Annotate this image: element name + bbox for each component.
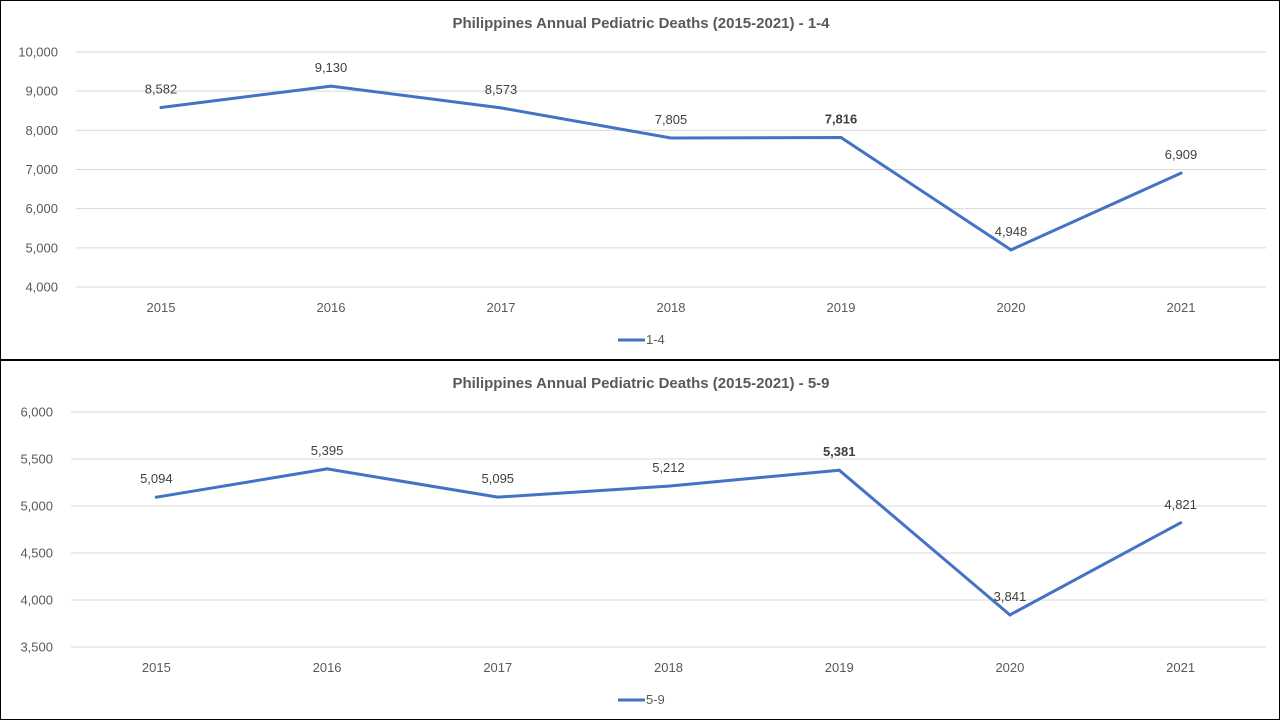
data-label: 4,821 bbox=[1164, 497, 1197, 512]
x-tick-label: 2019 bbox=[825, 660, 854, 675]
data-point bbox=[669, 136, 673, 140]
data-label: 8,573 bbox=[485, 82, 518, 97]
x-tick-label: 2019 bbox=[827, 300, 856, 315]
x-tick-label: 2017 bbox=[487, 300, 516, 315]
legend-label: 5-9 bbox=[646, 692, 665, 707]
y-tick-label: 5,500 bbox=[20, 452, 53, 467]
data-label: 5,095 bbox=[482, 471, 515, 486]
y-tick-label: 3,500 bbox=[20, 640, 53, 655]
data-label: 3,841 bbox=[994, 589, 1027, 604]
x-tick-label: 2015 bbox=[142, 660, 171, 675]
chart-panel-5-9: Philippines Annual Pediatric Deaths (201… bbox=[0, 360, 1280, 720]
x-tick-label: 2020 bbox=[997, 300, 1026, 315]
series-line-5-9 bbox=[154, 467, 1183, 617]
data-point bbox=[325, 467, 329, 471]
chart-title: Philippines Annual Pediatric Deaths (201… bbox=[452, 375, 829, 392]
data-point bbox=[496, 495, 500, 499]
data-label: 5,094 bbox=[140, 471, 173, 486]
line-chart-5-9: Philippines Annual Pediatric Deaths (201… bbox=[20, 375, 1266, 707]
data-point bbox=[1008, 613, 1012, 617]
data-label: 5,395 bbox=[311, 443, 344, 458]
x-tick-label: 2016 bbox=[317, 300, 346, 315]
data-label: 9,130 bbox=[315, 60, 348, 75]
y-tick-label: 6,000 bbox=[20, 405, 53, 420]
x-tick-label: 2018 bbox=[654, 660, 683, 675]
data-point bbox=[1179, 521, 1183, 525]
data-point bbox=[499, 106, 503, 110]
data-point bbox=[159, 106, 163, 110]
y-tick-label: 6,000 bbox=[25, 201, 58, 216]
x-tick-label: 2016 bbox=[313, 660, 342, 675]
y-tick-label: 7,000 bbox=[25, 162, 58, 177]
data-point bbox=[154, 495, 158, 499]
x-tick-label: 2021 bbox=[1167, 300, 1196, 315]
x-tick-label: 2017 bbox=[483, 660, 512, 675]
series-line-1-4 bbox=[159, 84, 1183, 252]
data-label: 5,212 bbox=[652, 460, 685, 475]
data-label: 8,582 bbox=[145, 82, 178, 97]
data-point bbox=[1179, 171, 1183, 175]
chart-title: Philippines Annual Pediatric Deaths (201… bbox=[452, 15, 830, 32]
y-tick-label: 4,500 bbox=[20, 546, 53, 561]
x-tick-label: 2021 bbox=[1166, 660, 1195, 675]
x-tick-label: 2015 bbox=[147, 300, 176, 315]
data-point bbox=[329, 84, 333, 88]
y-tick-label: 5,000 bbox=[25, 240, 58, 255]
data-label: 5,381 bbox=[823, 444, 856, 459]
x-tick-label: 2020 bbox=[995, 660, 1024, 675]
data-point bbox=[839, 136, 843, 140]
y-tick-label: 4,000 bbox=[20, 593, 53, 608]
y-tick-label: 10,000 bbox=[18, 45, 58, 60]
data-label: 7,816 bbox=[825, 112, 858, 127]
line-chart-1-4: Philippines Annual Pediatric Deaths (201… bbox=[18, 15, 1266, 347]
y-tick-label: 9,000 bbox=[25, 84, 58, 99]
data-point bbox=[837, 468, 841, 472]
data-point bbox=[667, 484, 670, 488]
x-tick-label: 2018 bbox=[657, 300, 686, 315]
y-tick-label: 5,000 bbox=[20, 499, 53, 514]
chart-panel-1-4: Philippines Annual Pediatric Deaths (201… bbox=[0, 0, 1280, 360]
data-label: 4,948 bbox=[995, 224, 1028, 239]
legend-label: 1-4 bbox=[646, 332, 665, 347]
data-point bbox=[1009, 248, 1013, 252]
data-label: 7,805 bbox=[655, 112, 688, 127]
y-tick-label: 4,000 bbox=[25, 280, 58, 295]
y-tick-label: 8,000 bbox=[25, 123, 58, 138]
data-label: 6,909 bbox=[1165, 147, 1198, 162]
